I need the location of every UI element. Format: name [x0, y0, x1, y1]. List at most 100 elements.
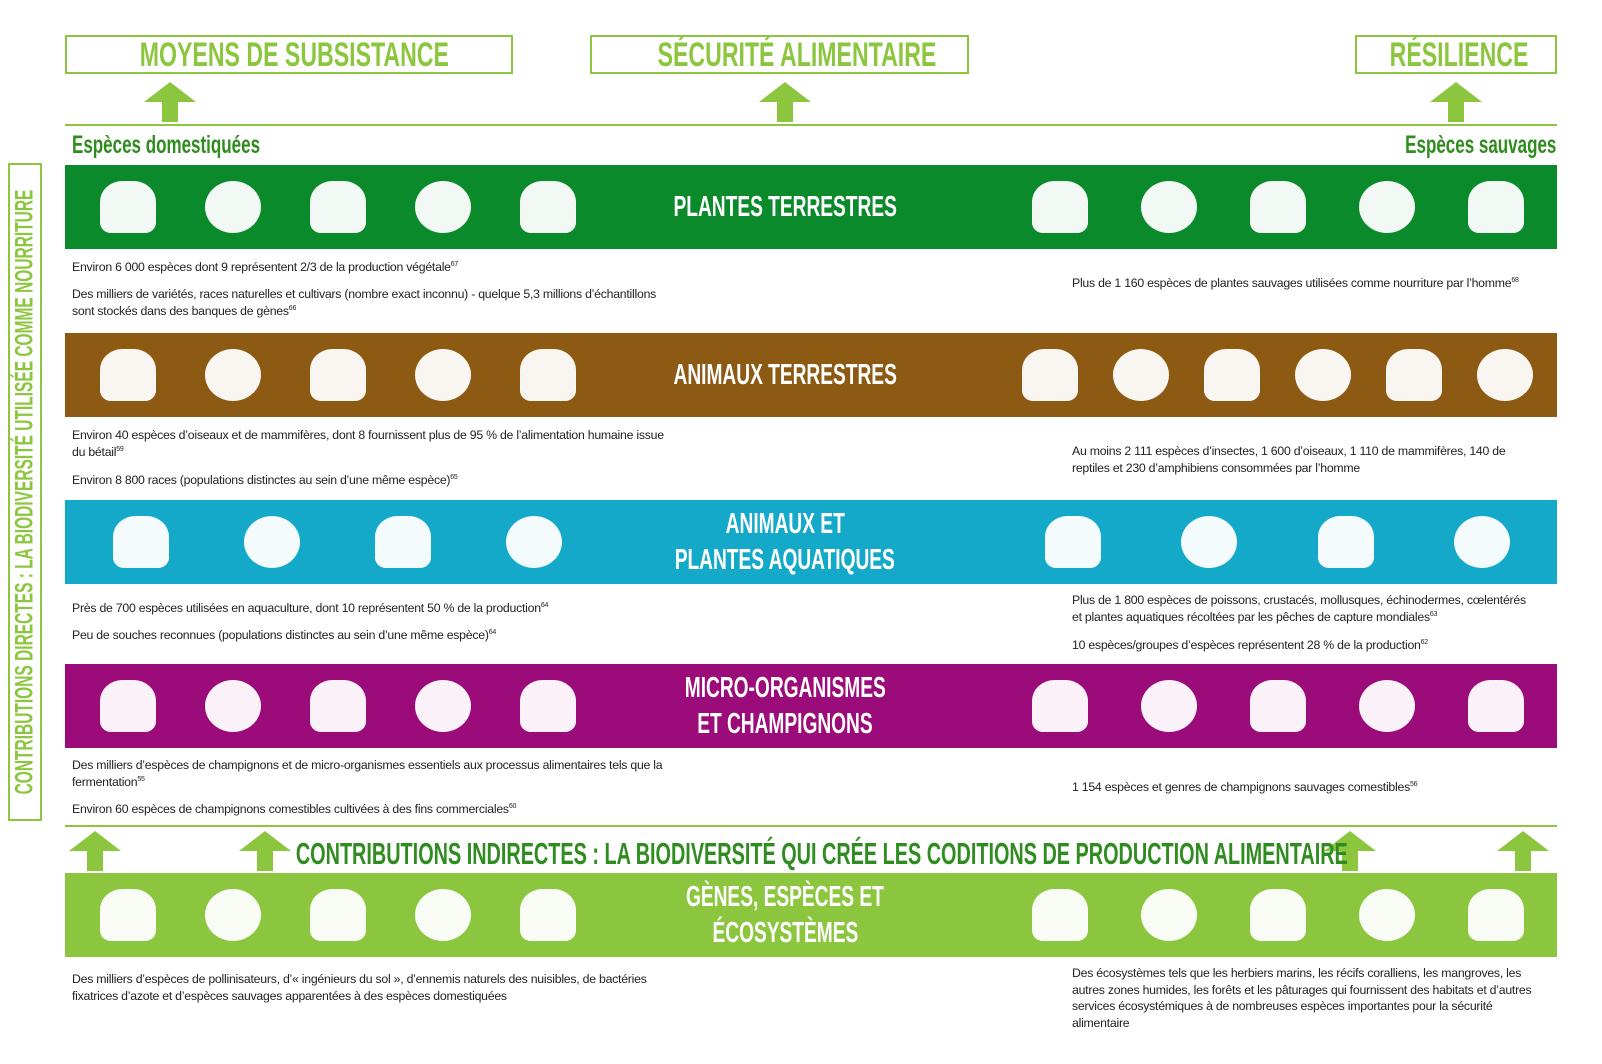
up-arrow-stem — [777, 102, 793, 122]
icon — [205, 889, 261, 941]
note-ref: 66 — [289, 305, 296, 312]
icon — [1113, 349, 1169, 401]
indirect-title-text: CONTRIBUTIONS INDIRECTES : LA BIODIVERSI… — [296, 836, 1348, 872]
note: Environ 8 800 races (populations distinc… — [72, 472, 672, 489]
icon — [1032, 181, 1088, 233]
wild-label: Espèces sauvages — [1405, 131, 1556, 160]
icon — [520, 889, 576, 941]
note: Des milliers d’espèces de champignons et… — [72, 757, 672, 790]
icon — [205, 349, 261, 401]
note: Environ 40 espèces d’oiseaux et de mammi… — [72, 427, 672, 460]
note-ref: 65 — [450, 474, 457, 481]
band-title-line: GÈNES, ESPÈCES ET — [686, 879, 884, 915]
icon — [100, 889, 156, 941]
band-title-line: ÉCOSYSTÈMES — [712, 915, 858, 951]
icon — [1045, 516, 1101, 568]
icon — [1359, 889, 1415, 941]
note-text: Près de 700 espèces utilisées en aquacul… — [72, 601, 541, 615]
note-ref: 64 — [541, 602, 548, 609]
goal-box: MOYENS DE SUBSISTANCE — [65, 35, 513, 74]
note-text: 10 espèces/groupes d’espèces représenten… — [1072, 638, 1421, 652]
icon — [415, 680, 471, 732]
icon — [415, 349, 471, 401]
up-arrow — [144, 82, 196, 102]
note: 10 espèces/groupes d’espèces représenten… — [1072, 637, 1532, 654]
note: Environ 6 000 espèces dont 9 représenten… — [72, 259, 672, 276]
icon — [100, 181, 156, 233]
icon — [1468, 889, 1524, 941]
icon — [1454, 516, 1510, 568]
up-arrow — [1430, 82, 1482, 102]
band-title-line: MICRO-ORGANISMES — [685, 670, 886, 706]
note-ref: 55 — [137, 776, 144, 783]
icon — [520, 680, 576, 732]
goal-title: MOYENS DE SUBSISTANCE — [140, 37, 449, 74]
band-title: PLANTES TERRESTRES — [585, 189, 985, 225]
note-ref: 67 — [451, 261, 458, 268]
domestic-label: Espèces domestiquées — [72, 131, 260, 160]
icon — [310, 680, 366, 732]
up-arrow-stem — [1448, 102, 1464, 122]
note: Peu de souches reconnues (populations di… — [72, 627, 672, 644]
icon — [1359, 680, 1415, 732]
note-ref: 63 — [1430, 611, 1437, 618]
note-text: Plus de 1 800 espèces de poissons, crust… — [1072, 593, 1526, 624]
icon — [1250, 181, 1306, 233]
band-title-line: ET CHAMPIGNONS — [697, 706, 872, 742]
note-text: 1 154 espèces et genres de champignons s… — [1072, 780, 1410, 794]
icon — [1468, 181, 1524, 233]
note: 1 154 espèces et genres de champignons s… — [1072, 779, 1532, 796]
note: Plus de 1 160 espèces de plantes sauvage… — [1072, 275, 1532, 292]
band-title: ANIMAUX TERRESTRES — [585, 357, 985, 393]
icon — [100, 349, 156, 401]
divider — [65, 825, 1557, 827]
icon — [1141, 181, 1197, 233]
note-text: Des écosystèmes tels que les herbiers ma… — [1072, 966, 1531, 1030]
note-ref: 68 — [1511, 277, 1518, 284]
icon — [415, 181, 471, 233]
goal-title: RÉSILIENCE — [1390, 37, 1529, 74]
note: Près de 700 espèces utilisées en aquacul… — [72, 600, 672, 617]
icon — [205, 680, 261, 732]
divider — [65, 124, 1557, 126]
icon — [310, 181, 366, 233]
note: Des écosystèmes tels que les herbiers ma… — [1072, 965, 1532, 1031]
note: Plus de 1 800 espèces de poissons, crust… — [1072, 592, 1532, 625]
band-title-line: PLANTES AQUATIQUES — [675, 542, 895, 578]
side-label-text: CONTRIBUTIONS DIRECTES : LA BIODIVERSITÉ… — [11, 190, 40, 795]
goal-title: SÉCURITÉ ALIMENTAIRE — [658, 37, 937, 74]
icon — [1204, 349, 1260, 401]
icon — [244, 516, 300, 568]
icon — [1032, 889, 1088, 941]
note: Des milliers de variétés, races naturell… — [72, 286, 672, 319]
icon — [100, 680, 156, 732]
band-title-line: PLANTES TERRESTRES — [673, 189, 896, 225]
icon — [506, 516, 562, 568]
goal-box: SÉCURITÉ ALIMENTAIRE — [590, 35, 969, 74]
note-text: Environ 40 espèces d’oiseaux et de mammi… — [72, 428, 664, 459]
note-text: Au moins 2 111 espèces d’insectes, 1 600… — [1072, 444, 1505, 475]
icon — [1181, 516, 1237, 568]
icon — [1032, 680, 1088, 732]
note-text: Des milliers d’espèces de champignons et… — [72, 758, 662, 789]
icon — [1141, 889, 1197, 941]
icon — [1468, 680, 1524, 732]
icon — [1141, 680, 1197, 732]
icon — [1022, 349, 1078, 401]
note: Environ 60 espèces de champignons comest… — [72, 801, 672, 818]
icon — [1359, 181, 1415, 233]
page: MOYENS DE SUBSISTANCE SÉCURITÉ ALIMENTAIR… — [0, 0, 1602, 1064]
goal-box: RÉSILIENCE — [1355, 35, 1557, 74]
note-text: Des milliers de variétés, races naturell… — [72, 287, 656, 318]
note-ref: 62 — [1421, 639, 1428, 646]
note-text: Des milliers d’espèces de pollinisateurs… — [72, 972, 647, 1003]
icon — [520, 349, 576, 401]
note-text: Environ 6 000 espèces dont 9 représenten… — [72, 260, 451, 274]
band-title-line: ANIMAUX TERRESTRES — [673, 357, 896, 393]
icon — [1318, 516, 1374, 568]
note: Des milliers d’espèces de pollinisateurs… — [72, 971, 672, 1004]
note-text: Environ 8 800 races (populations distinc… — [72, 473, 450, 487]
icon — [1250, 680, 1306, 732]
